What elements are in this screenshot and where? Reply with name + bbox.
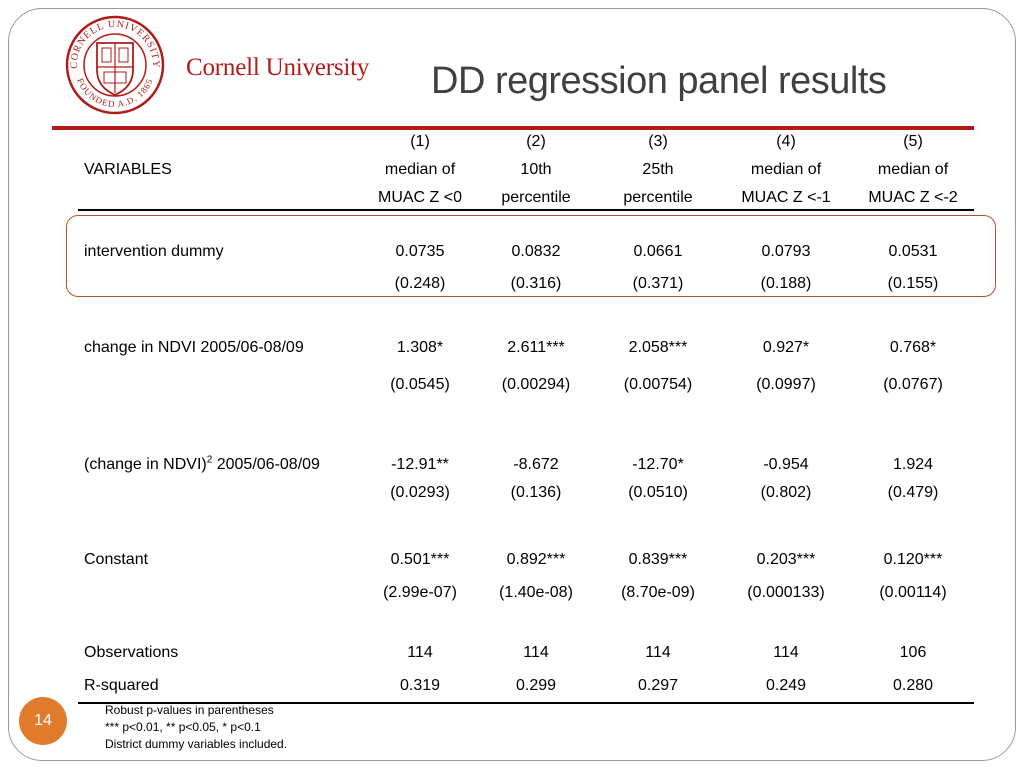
row-label-ndvi-change: change in NDVI 2005/06-08/09 bbox=[84, 339, 304, 356]
note-district: District dummy variables included. bbox=[105, 737, 288, 751]
table-cell: 0.120*** bbox=[883, 551, 943, 568]
table-cell: -12.91** bbox=[391, 456, 449, 473]
title-divider bbox=[52, 126, 974, 130]
col4-number: (4) bbox=[776, 133, 796, 150]
label-superscript: 2 bbox=[206, 454, 213, 466]
note-significance: *** p<0.01, ** p<0.05, * p<0.1 bbox=[105, 720, 261, 734]
table-cell: 0.203*** bbox=[756, 551, 816, 568]
table-cell: (0.00114) bbox=[879, 584, 947, 601]
col2-line1: 10th bbox=[520, 161, 552, 178]
table-cell: 1.924 bbox=[892, 456, 934, 473]
col5-line2: MUAC Z <-2 bbox=[868, 189, 958, 206]
table-cell: 2.058*** bbox=[628, 339, 688, 356]
table-cell: (0.248) bbox=[394, 275, 446, 292]
slide-title: DD regression panel results bbox=[431, 60, 887, 102]
table-cell: 0.501*** bbox=[390, 551, 450, 568]
table-cell: 114 bbox=[407, 644, 433, 661]
table-cell: (0.155) bbox=[887, 275, 939, 292]
table-cell: 0.0793 bbox=[761, 243, 811, 260]
note-robust: Robust p-values in parentheses bbox=[105, 703, 274, 717]
col1-line1: median of bbox=[384, 161, 456, 178]
table-cell: 1.308* bbox=[396, 339, 444, 356]
table-cell: (8.70e-09) bbox=[621, 584, 695, 601]
table-cell: (0.0293) bbox=[390, 484, 450, 501]
col1-number: (1) bbox=[410, 133, 430, 150]
table-cell: 0.839*** bbox=[628, 551, 688, 568]
table-cell: 0.892*** bbox=[506, 551, 566, 568]
table-cell: 0.768* bbox=[889, 339, 937, 356]
table-cell: 2.611*** bbox=[507, 339, 565, 356]
table-cell: 114 bbox=[645, 644, 671, 661]
table-cell: (0.188) bbox=[760, 275, 812, 292]
cornell-seal-logo: CORNELL UNIVERSITY FOUNDED A.D. 1865 bbox=[65, 15, 165, 115]
table-cell: 0.0661 bbox=[633, 243, 683, 260]
col3-number: (3) bbox=[648, 133, 668, 150]
table-cell: 0.299 bbox=[515, 677, 557, 694]
row-label-observations: Observations bbox=[84, 644, 179, 661]
table-cell: (0.316) bbox=[510, 275, 562, 292]
table-cell: (0.00294) bbox=[501, 376, 571, 393]
table-cell: 114 bbox=[773, 644, 799, 661]
table-cell: (2.99e-07) bbox=[383, 584, 457, 601]
col3-line1: 25th bbox=[642, 161, 674, 178]
col4-line2: MUAC Z <-1 bbox=[741, 189, 831, 206]
table-cell: 0.249 bbox=[765, 677, 807, 694]
table-cell: 0.297 bbox=[637, 677, 679, 694]
table-bottom-rule bbox=[78, 702, 974, 704]
label-post: 2005/06-08/09 bbox=[212, 456, 320, 473]
col4-line1: median of bbox=[750, 161, 822, 178]
table-cell: (0.000133) bbox=[747, 584, 825, 601]
col2-number: (2) bbox=[526, 133, 546, 150]
table-cell: (0.0510) bbox=[628, 484, 688, 501]
intervention-highlight-box bbox=[66, 215, 996, 297]
col5-number: (5) bbox=[903, 133, 923, 150]
table-cell: 0.319 bbox=[399, 677, 441, 694]
table-cell: (0.0545) bbox=[390, 376, 450, 393]
table-cell: (1.40e-08) bbox=[499, 584, 573, 601]
table-cell: 106 bbox=[899, 644, 927, 661]
row-label-constant: Constant bbox=[84, 551, 149, 568]
slide-frame bbox=[8, 8, 1016, 761]
table-cell: 114 bbox=[523, 644, 549, 661]
col1-line2: MUAC Z <0 bbox=[377, 189, 463, 206]
variables-header: VARIABLES bbox=[84, 161, 172, 178]
table-cell: (0.802) bbox=[760, 484, 812, 501]
table-cell: 0.927* bbox=[762, 339, 810, 356]
table-cell: 0.0735 bbox=[395, 243, 445, 260]
table-cell: (0.479) bbox=[887, 484, 939, 501]
table-cell: 0.0832 bbox=[511, 243, 561, 260]
col3-line2: percentile bbox=[623, 189, 693, 206]
col2-line2: percentile bbox=[501, 189, 571, 206]
table-cell: (0.0767) bbox=[883, 376, 943, 393]
table-cell: (0.00754) bbox=[623, 376, 693, 393]
col5-line1: median of bbox=[877, 161, 949, 178]
table-cell: (0.0997) bbox=[756, 376, 816, 393]
table-header-rule bbox=[78, 209, 974, 211]
table-cell: 0.280 bbox=[892, 677, 934, 694]
row-label-intervention: intervention dummy bbox=[84, 243, 224, 260]
table-cell: -12.70* bbox=[632, 456, 684, 473]
table-cell: -8.672 bbox=[513, 456, 559, 473]
row-label-ndvi-squared: (change in NDVI)2 2005/06-08/09 bbox=[84, 455, 320, 475]
table-cell: (0.371) bbox=[632, 275, 684, 292]
page-number-badge: 14 bbox=[19, 697, 67, 745]
brand-name: Cornell University bbox=[186, 54, 370, 81]
table-cell: (0.136) bbox=[510, 484, 562, 501]
table-cell: -0.954 bbox=[763, 456, 809, 473]
row-label-rsquared: R-squared bbox=[84, 677, 159, 694]
label-pre: (change in NDVI) bbox=[84, 456, 207, 473]
table-cell: 0.0531 bbox=[888, 243, 938, 260]
